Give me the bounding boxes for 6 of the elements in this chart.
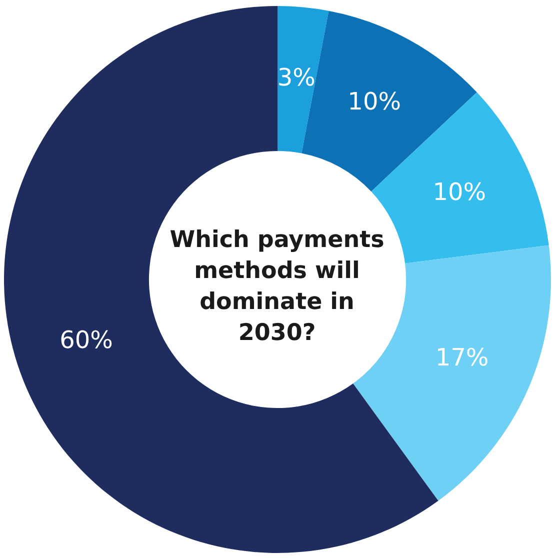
- text: Which payments methods will dominate in 2030?: [168, 226, 386, 348]
- data-label: 3%: [277, 64, 316, 92]
- data-label: 60%: [60, 326, 113, 354]
- data-label: 10%: [432, 178, 486, 206]
- data-label: 17%: [435, 344, 489, 372]
- data-label: 10%: [348, 88, 402, 116]
